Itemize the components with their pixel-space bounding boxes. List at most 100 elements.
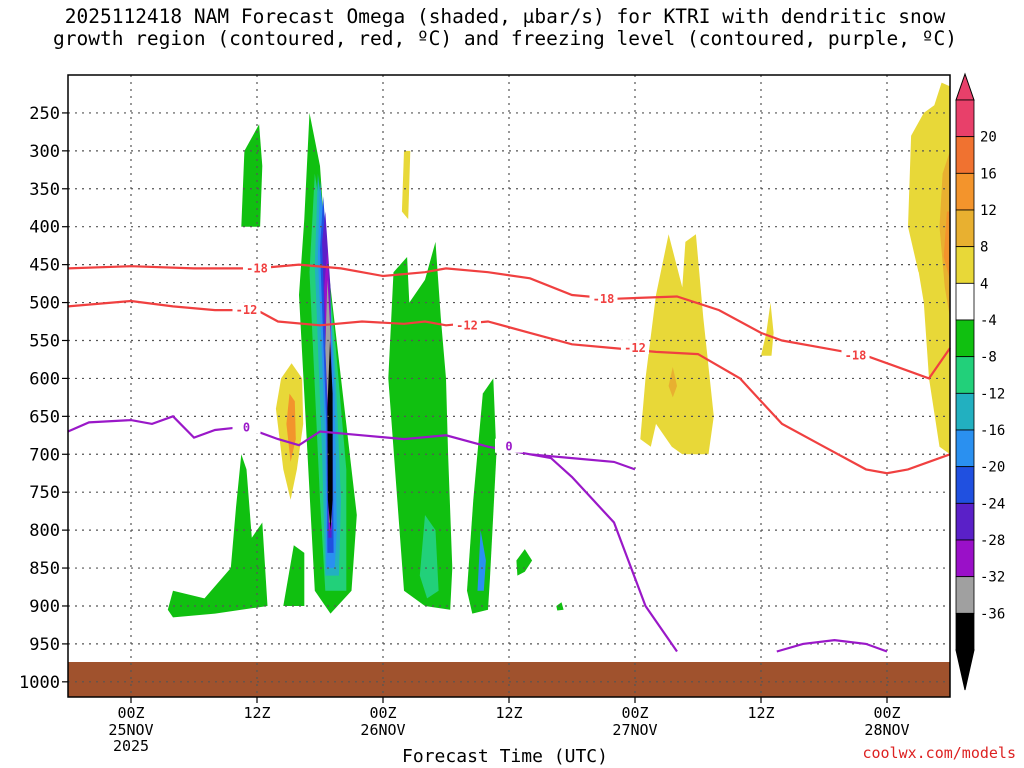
x-tick-label: 12Z [747,704,774,722]
y-tick-label: 450 [29,256,60,276]
contour-label-bg [589,290,618,305]
contour-label: -18 [593,292,615,306]
colorbar-label: -8 [980,350,997,366]
x-tick-label: 00Z [117,704,144,722]
omega-region [477,530,486,591]
contour-label: 0 [243,421,250,435]
y-tick-label: 700 [29,445,60,465]
x-tick-sublabel: 28NOV [864,721,909,739]
y-tick-label: 1000 [19,673,60,693]
contour-label-bg [495,438,523,453]
contour-label-bg [232,419,261,434]
y-tick-label: 300 [29,142,60,162]
colorbar-swatch [955,539,975,578]
colorbar-label: -20 [980,460,1005,476]
colorbar-label: 16 [980,166,997,182]
omega-region [640,234,714,455]
omega-region [283,545,305,606]
colorbar-swatch [955,576,975,614]
colorbar-arrow-top [955,72,975,101]
colorbar-label: 20 [980,130,997,146]
omega-region [167,454,268,618]
contour-0 [529,453,678,653]
contour-0 [776,638,888,653]
omega-region [761,302,774,356]
colorbar-swatch [955,282,975,321]
title-line-2: growth region (contoured, red, ºC) and f… [53,27,957,50]
y-tick-label: 900 [29,597,60,617]
y-tick-label: 850 [29,559,60,579]
colorbar-label: -16 [980,423,1005,439]
omega-region [286,393,296,462]
omega-region [911,97,950,455]
y-tick-label: 750 [29,483,60,503]
omega-region [401,150,411,220]
x-tick-label: 12Z [495,704,522,722]
x-tick-label: 00Z [369,704,396,722]
contour-label: -12 [456,318,478,332]
x-tick-label: 00Z [621,704,648,722]
colorbar-label: 12 [980,203,997,219]
contour-label-bg [621,340,649,355]
colorbar-label: -28 [980,533,1005,549]
colorbar-label: -36 [980,606,1005,622]
colorbar-swatch [955,356,975,394]
y-tick-label: 500 [29,294,60,314]
y-tick-label: 800 [29,521,60,541]
contour-label-bg [232,302,261,317]
colorbar-label: -4 [980,313,997,329]
x-tick-label: 12Z [243,704,270,722]
colorbar-swatch [955,429,975,468]
omega-region [516,549,533,576]
contour-label: -18 [246,261,268,275]
colorbar-label: -32 [980,570,1005,586]
contour-label: -12 [236,303,258,317]
contour-0 [67,415,636,471]
contour-label-bg [841,347,870,362]
contour-label: 0 [505,440,512,454]
y-tick-label: 400 [29,218,60,238]
colorbar-swatch [955,392,975,431]
y-tick-label: 650 [29,407,60,427]
contour-label-bg [243,260,271,275]
omega-region [419,515,439,599]
colorbar-swatch [955,136,975,174]
colorbar-label: 8 [980,240,988,256]
x-tick-sublabel: 27NOV [612,721,657,739]
omega-region [388,241,453,610]
colorbar-swatch [955,209,975,248]
contour-label-bg [453,317,481,332]
y-tick-label: 250 [29,104,60,124]
colorbar-label: -12 [980,386,1005,402]
colorbar-swatch [955,502,975,541]
y-tick-label: 600 [29,369,60,389]
colorbar-label: -24 [980,496,1005,512]
colorbar-arrow-bottom [955,649,975,691]
colorbar-swatch [955,246,975,284]
chart-title: 2025112418 NAM Forecast Omega (shaded, μ… [0,6,1010,50]
omega-region [939,150,950,318]
y-tick-label: 950 [29,635,60,655]
colorbar-swatch [955,319,975,358]
colorbar-swatch [955,172,975,211]
omega-region [327,340,333,531]
contour-label: -18 [845,349,867,363]
colorbar-label: 4 [980,276,988,292]
x-axis-title: Forecast Time (UTC) [402,746,608,767]
y-tick-label: 550 [29,331,60,351]
colorbar-swatch [955,612,975,651]
credit-link[interactable]: coolwx.com/models [862,744,1016,762]
colorbar-swatch [955,466,975,504]
omega-region [668,367,677,398]
colorbar-swatch [955,99,975,138]
contour-label: -12 [624,341,646,355]
title-line-1: 2025112418 NAM Forecast Omega (shaded, μ… [64,5,946,28]
x-tick-sublabel: 2025 [113,737,149,755]
x-tick-sublabel: 25NOV [108,721,153,739]
x-tick-sublabel: 26NOV [360,721,405,739]
y-tick-label: 350 [29,180,60,200]
omega-region [943,211,950,280]
omega-region [467,378,497,614]
x-tick-label: 00Z [873,704,900,722]
